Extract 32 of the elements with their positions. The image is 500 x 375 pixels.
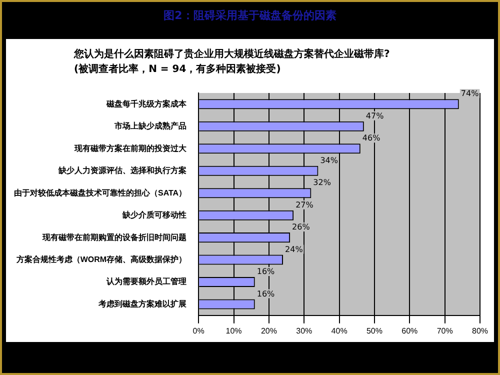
x-tick-label: 10% [226, 326, 242, 336]
y-tick-label: 市场上缺少成熟产品 [114, 120, 187, 131]
data-label: 24% [285, 244, 304, 254]
y-tick-label: 现有磁带方案在前期的投资过大 [74, 142, 188, 153]
x-tick-label: 30% [296, 326, 312, 336]
y-tick-label: 现有磁带在前期购置的设备折旧时间问题 [42, 232, 187, 242]
y-tick-label: 认为需要额外员工管理 [106, 277, 187, 286]
data-label: 16% [256, 289, 276, 298]
y-tick-label: 方案合规性考虑（WORM存储、高级数据保护） [15, 254, 187, 264]
text: (被调查者比率，N = 94，有多种因素被接受) [74, 62, 281, 76]
x-tick-label: 40% [331, 326, 348, 336]
data-label: 26% [292, 222, 310, 232]
x-tick-label: 60% [402, 326, 418, 336]
y-tick-label: 磁盘每千兆级方案成本 [106, 98, 188, 108]
data-label: 34% [320, 156, 338, 165]
data-label: 46% [362, 134, 381, 143]
x-tick-label: 0% [192, 326, 204, 336]
y-tick-label: 缺少人力资源评估、选择和执行方案 [58, 165, 187, 176]
data-label: 74% [460, 89, 480, 98]
x-tick-label: 80% [472, 326, 488, 336]
x-tick-label: 70% [436, 326, 453, 336]
data-label: 16% [256, 267, 276, 276]
y-tick-label: 由于对较低成本磁盘技术可靠性的担心（SATA） [14, 187, 187, 198]
y-tick-label: 缺少介质可移动性 [122, 210, 187, 220]
data-label: 32% [313, 178, 332, 188]
chart-title: 图2：阻碍采用基于磁盘备份的因素 [162, 8, 338, 23]
data-label: 27% [296, 200, 314, 210]
chart-subtitle: 您认为是什么因素阻碍了贵企业用大规模近线磁盘方案替代企业磁带库? [74, 47, 390, 61]
y-tick-label: 考虑到磁盘方案难以扩展 [98, 298, 188, 308]
x-tick-label: 50% [366, 326, 382, 336]
x-tick-label: 20% [260, 326, 277, 336]
data-label: 47% [366, 111, 384, 120]
